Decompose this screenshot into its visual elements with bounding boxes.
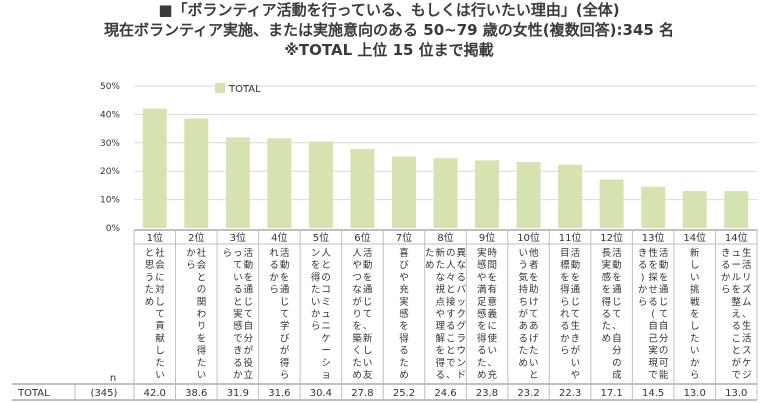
category-label: 活動を通じて、自分の成 [612,247,622,381]
bar [433,158,458,228]
category-label: 人やつながりを築くため [352,248,362,381]
category-label: ため [425,248,435,271]
category-rank: 5位 [313,231,329,244]
category-label: 実感や満足感を得るため [477,247,487,381]
category-label: ンを得たいから [311,248,321,332]
category-label: 異なるバックグラウンド [456,248,466,381]
y-tick-label: 50% [100,82,120,92]
category-label: 喜びや充実感を得るため [399,247,409,381]
chart-note: ※TOTAL 上位 15 位まで掲載 [284,41,494,59]
category-rank: 8位 [437,231,453,244]
category-rank: 7位 [396,231,412,244]
category-label: 活動を通じて生きがいや [571,247,581,381]
category-rank: 6位 [354,231,370,244]
category-label: 人とのコミュニケーショ [321,248,331,381]
category-rank: 4位 [271,231,287,244]
y-tick-label: 20% [100,167,120,177]
y-tick-label: 10% [100,196,120,206]
data-label: 25.2 [393,388,415,399]
bar [350,149,375,228]
category-label: 性を探せる(自己実現で [648,247,658,381]
category-label: 時間を有意義に使い、充 [488,248,498,381]
y-tick-label: 30% [100,139,120,149]
category-label: 目標を得られるから [560,248,570,357]
category-rank: 13位 [642,231,665,244]
category-label: 生活リズム、生活スケジ [742,247,752,381]
legend-swatch [215,83,225,93]
category-label: 活動を通じて、新しい友 [363,247,373,381]
category-label: と思うため [145,248,155,308]
category-label: きるから [721,248,731,296]
category-rank: 14位 [725,231,748,244]
chart-title: ■「ボランティア活動を行っている、もしくは行いたい理由」(全体) [158,1,620,19]
n-header: n [110,373,116,384]
category-label: 長実感を得るため [602,248,612,344]
bar [308,141,333,228]
category-rank: 2位 [188,231,204,244]
bar [184,118,209,228]
bar [682,191,707,228]
category-label: から [186,248,196,271]
category-label: れるから [269,248,279,296]
data-label: 13.0 [684,388,706,399]
category-label: 他者を助けてあげたいと [529,247,539,381]
legend-label: TOTAL [228,84,261,95]
chart-titles: ■「ボランティア活動を行っている、もしくは行いたい理由」(全体) 現在ボランティ… [0,0,778,60]
bar [558,164,583,228]
category-label: ュールを整えることがで [731,248,741,381]
bar [391,156,416,228]
category-label: いう気持ちがあるため [519,248,529,369]
bar [641,186,666,228]
data-label: 23.2 [517,388,539,399]
category-label: 活動を通じて自分の可能 [659,247,669,381]
data-label: 31.6 [268,388,290,399]
category-label: ら [223,248,233,259]
data-label: 42.0 [144,388,166,399]
bar [142,108,167,228]
bar [724,191,749,228]
category-rank: 10位 [517,231,540,244]
category-rank: 12位 [600,231,623,244]
data-label: 38.6 [185,388,207,399]
category-label: 新しい挑戦をしたいから [690,247,700,381]
category-label: きる)から [638,248,648,308]
bar [599,179,624,228]
bar [267,138,292,228]
category-label: の人々と接することで、 [446,248,456,381]
chart-subtitle: 現在ボランティア実施、または実施意向のある 50~79 歳の女性(複数回答):3… [103,21,675,39]
category-label: 活動を通じて学びが得ら [280,247,290,381]
category-label: 社会との関わりを得たい [197,247,207,381]
category-rank: 3位 [230,231,246,244]
data-label: 27.8 [351,388,373,399]
data-label: 31.9 [227,388,249,399]
bar [475,160,500,228]
bar [516,162,541,228]
data-label: 30.4 [310,388,332,399]
data-label: 14.5 [642,388,664,399]
data-label: 22.3 [559,388,581,399]
category-label: 活動を通じて自分が役立 [244,247,254,381]
category-label: っていると実感できるか [233,248,243,381]
row-label-total: TOTAL [17,388,50,399]
category-rank: 9位 [479,231,495,244]
category-rank: 14位 [683,231,706,244]
data-label: 23.8 [476,388,498,399]
category-rank: 11位 [559,231,582,244]
category-label: 新たな視点や理解を得る [435,247,445,381]
data-label: 17.1 [601,388,623,399]
data-label: 24.6 [434,388,456,399]
category-label: 社会に対して貢献したい [155,247,165,381]
category-rank: 1位 [147,231,163,244]
y-tick-label: 0% [106,224,121,234]
bar [225,137,250,228]
y-tick-label: 40% [100,110,120,120]
data-label: 13.0 [725,388,747,399]
n-value: (345) [91,388,118,399]
